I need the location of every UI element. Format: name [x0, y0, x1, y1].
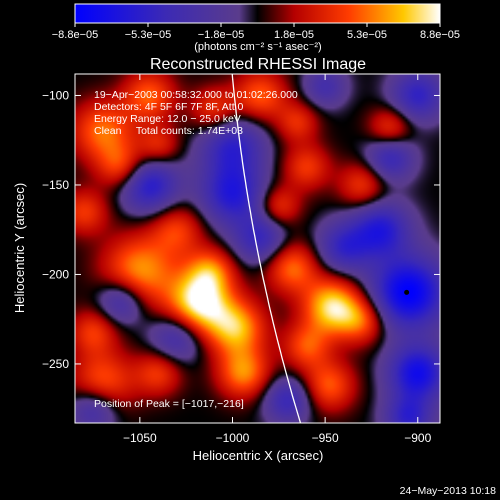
solar-limb-curve: [231, 74, 302, 423]
colorbar-tick-label: 1.8e−05: [274, 29, 314, 41]
y-tick-label: −100: [42, 88, 69, 102]
colorbar: [74, 3, 441, 24]
x-axis: −1050 −1000 −950 −900: [123, 74, 432, 445]
colorbar-tick-label: 5.3e−05: [347, 29, 387, 41]
y-axis: −100 −150 −200 −250: [42, 88, 440, 371]
colorbar-unit-label: (photons cm⁻² s⁻¹ asec⁻²): [194, 41, 321, 53]
info-line-counts: Clean Total counts: 1.74E+03: [94, 125, 243, 137]
colorbar-tick-label: −8.8e−05: [52, 29, 99, 41]
peak-position-label: Position of Peak = [−1017,−216]: [94, 398, 244, 410]
info-line-energy: Energy Range: 12.0 − 25.0 keV: [94, 113, 241, 125]
y-tick-label: −200: [42, 267, 69, 281]
colorbar-tick-label: 8.8e−05: [420, 29, 460, 41]
x-tick-label: −950: [312, 431, 339, 445]
y-tick-label: −250: [42, 357, 69, 371]
minimum-marker: [404, 289, 410, 295]
y-axis-label: Heliocentric Y (arcsec): [12, 183, 27, 313]
info-text-block: 19−Apr−2003 00:58:32.000 to 01:02:26.000…: [94, 89, 298, 137]
colorbar-ticks: −8.8e−05 −5.3e−05 −1.8e−05 1.8e−05 5.3e−05 8.…: [52, 23, 460, 41]
plot-frame: [74, 73, 441, 424]
timestamp: 24−May−2013 10:18: [400, 485, 496, 497]
x-tick-label: −1050: [123, 431, 157, 445]
x-tick-label: −900: [404, 431, 431, 445]
colorbar-tick-label: −5.3e−05: [125, 29, 172, 41]
info-line-detectors: Detectors: 4F 5F 6F 7F 8F, Att 0: [94, 101, 244, 113]
x-axis-label: Heliocentric X (arcsec): [193, 448, 324, 463]
x-tick-label: −1000: [216, 431, 250, 445]
y-tick-label: −150: [42, 178, 69, 192]
chart-title: Reconstructed RHESSI Image: [150, 56, 366, 73]
info-line-time: 19−Apr−2003 00:58:32.000 to 01:02:26.000: [94, 89, 298, 101]
colorbar-tick-label: −1.8e−05: [198, 29, 245, 41]
